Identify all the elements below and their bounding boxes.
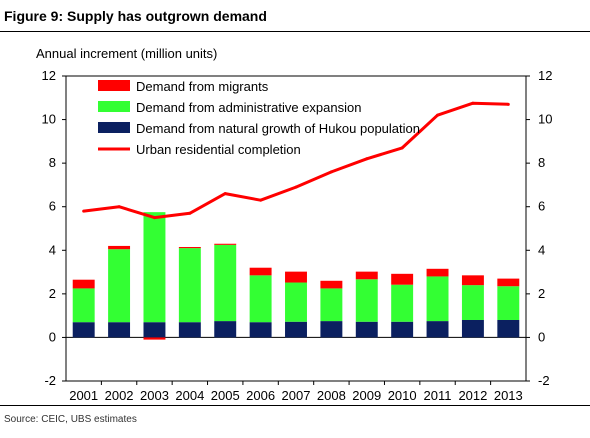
y-tick-label-right: -2 xyxy=(538,373,550,388)
y-tick-label-right: 2 xyxy=(538,286,545,301)
bar-segment xyxy=(426,321,449,338)
x-tick-label: 2012 xyxy=(458,388,487,403)
y-axis-label: Annual increment (million units) xyxy=(36,46,217,61)
bar-segment xyxy=(214,321,237,338)
y-tick-label-left: 6 xyxy=(49,199,56,214)
y-tick-label-left: 0 xyxy=(49,329,56,344)
line-point xyxy=(365,157,369,161)
bar-segment xyxy=(355,321,378,338)
bar-segment xyxy=(391,273,414,285)
y-tick-label-left: 10 xyxy=(42,112,56,127)
bar-segment xyxy=(249,275,272,323)
x-tick-label: 2001 xyxy=(69,388,98,403)
bar-segment xyxy=(178,248,201,323)
bar-segment xyxy=(461,320,484,338)
bar-segment xyxy=(461,275,484,286)
bar-segment xyxy=(72,288,95,323)
x-tick-label: 2004 xyxy=(175,388,204,403)
bar-series-group xyxy=(72,212,520,340)
line-point xyxy=(471,101,475,105)
legend-label: Demand from migrants xyxy=(136,79,269,94)
y-tick-label-left: 8 xyxy=(49,155,56,170)
bar-segment xyxy=(108,249,131,323)
legend-label: Urban residential completion xyxy=(136,142,301,157)
bar-segment xyxy=(285,282,307,322)
x-tick-label: 2006 xyxy=(246,388,275,403)
bar-segment xyxy=(285,321,307,338)
bar-segment xyxy=(214,244,237,322)
y-tick-label-right: 10 xyxy=(538,112,552,127)
x-tick-label: 2005 xyxy=(211,388,240,403)
y-tick-label-left: -2 xyxy=(44,373,56,388)
bar-segment xyxy=(249,322,272,338)
x-tick-label: 2010 xyxy=(388,388,417,403)
chart-legend: Demand from migrants Demand from administ… xyxy=(98,79,420,157)
legend-swatch xyxy=(98,101,130,112)
x-tick-label: 2008 xyxy=(317,388,346,403)
bar-segment xyxy=(461,285,484,320)
bar-segment xyxy=(391,321,414,338)
title-divider xyxy=(0,31,590,32)
line-point xyxy=(329,170,333,174)
bar-segment xyxy=(355,279,378,322)
bar-segment xyxy=(143,322,166,338)
y-tick-label-right: 0 xyxy=(538,329,545,344)
bar-segment xyxy=(391,284,414,322)
legend-swatch xyxy=(98,122,130,133)
line-point xyxy=(117,205,121,209)
bar-segment xyxy=(320,321,343,338)
plot-frame xyxy=(65,75,527,382)
bar-segment xyxy=(497,286,520,320)
bar-segment xyxy=(320,288,343,322)
bar-segment xyxy=(143,212,166,323)
bar-segment xyxy=(72,322,95,338)
x-tick-label: 2003 xyxy=(140,388,169,403)
line-point xyxy=(152,216,156,220)
x-tick-label: 2007 xyxy=(282,388,311,403)
y-tick-label-right: 8 xyxy=(538,155,545,170)
y-tick-label-right: 12 xyxy=(538,68,552,83)
source-divider xyxy=(0,405,590,406)
bar-segment xyxy=(497,278,520,287)
figure-title: Figure 9: Supply has outgrown demand xyxy=(4,8,267,24)
bar-segment xyxy=(108,322,131,338)
line-point xyxy=(506,102,510,106)
x-tick-label: 2002 xyxy=(105,388,134,403)
bar-segment xyxy=(178,322,201,338)
chart-axes: -2 0 2 4 6 8 10 12 -2 0 2 4 6 8 10 12 2001 2002 2003 2004 20… xyxy=(42,68,553,403)
line-series-group xyxy=(82,101,510,220)
bar-segment xyxy=(249,267,272,276)
bar-segment xyxy=(426,268,449,277)
bar-segment xyxy=(72,279,95,289)
y-tick-label-left: 12 xyxy=(42,68,56,83)
source-note: Source: CEIC, UBS estimates xyxy=(4,414,137,425)
line-point xyxy=(436,113,440,117)
bar-segment xyxy=(355,271,378,280)
bar-segment xyxy=(143,337,166,340)
line-point xyxy=(294,185,298,189)
y-tick-label-left: 2 xyxy=(49,286,56,301)
bar-segment xyxy=(497,320,520,338)
bar-segment xyxy=(426,276,449,322)
x-tick-label: 2009 xyxy=(352,388,381,403)
legend-label: Demand from administrative expansion xyxy=(136,100,361,115)
line-point xyxy=(188,211,192,215)
bar-segment xyxy=(214,243,237,245)
bar-segment xyxy=(178,247,201,249)
legend-swatch xyxy=(98,80,130,91)
x-tick-label: 2011 xyxy=(424,388,452,403)
y-tick-label-right: 6 xyxy=(538,199,545,214)
line-point xyxy=(82,209,86,213)
bar-segment xyxy=(320,280,343,289)
y-tick-label-right: 4 xyxy=(538,242,545,257)
legend-label: Demand from natural growth of Hukou popu… xyxy=(136,121,420,136)
line-point xyxy=(400,146,404,150)
line-point xyxy=(259,198,263,202)
line-point xyxy=(223,192,227,196)
x-tick-label: 2013 xyxy=(494,388,523,403)
y-tick-label-left: 4 xyxy=(49,242,56,257)
bar-segment xyxy=(285,271,307,283)
bar-segment xyxy=(108,245,131,250)
